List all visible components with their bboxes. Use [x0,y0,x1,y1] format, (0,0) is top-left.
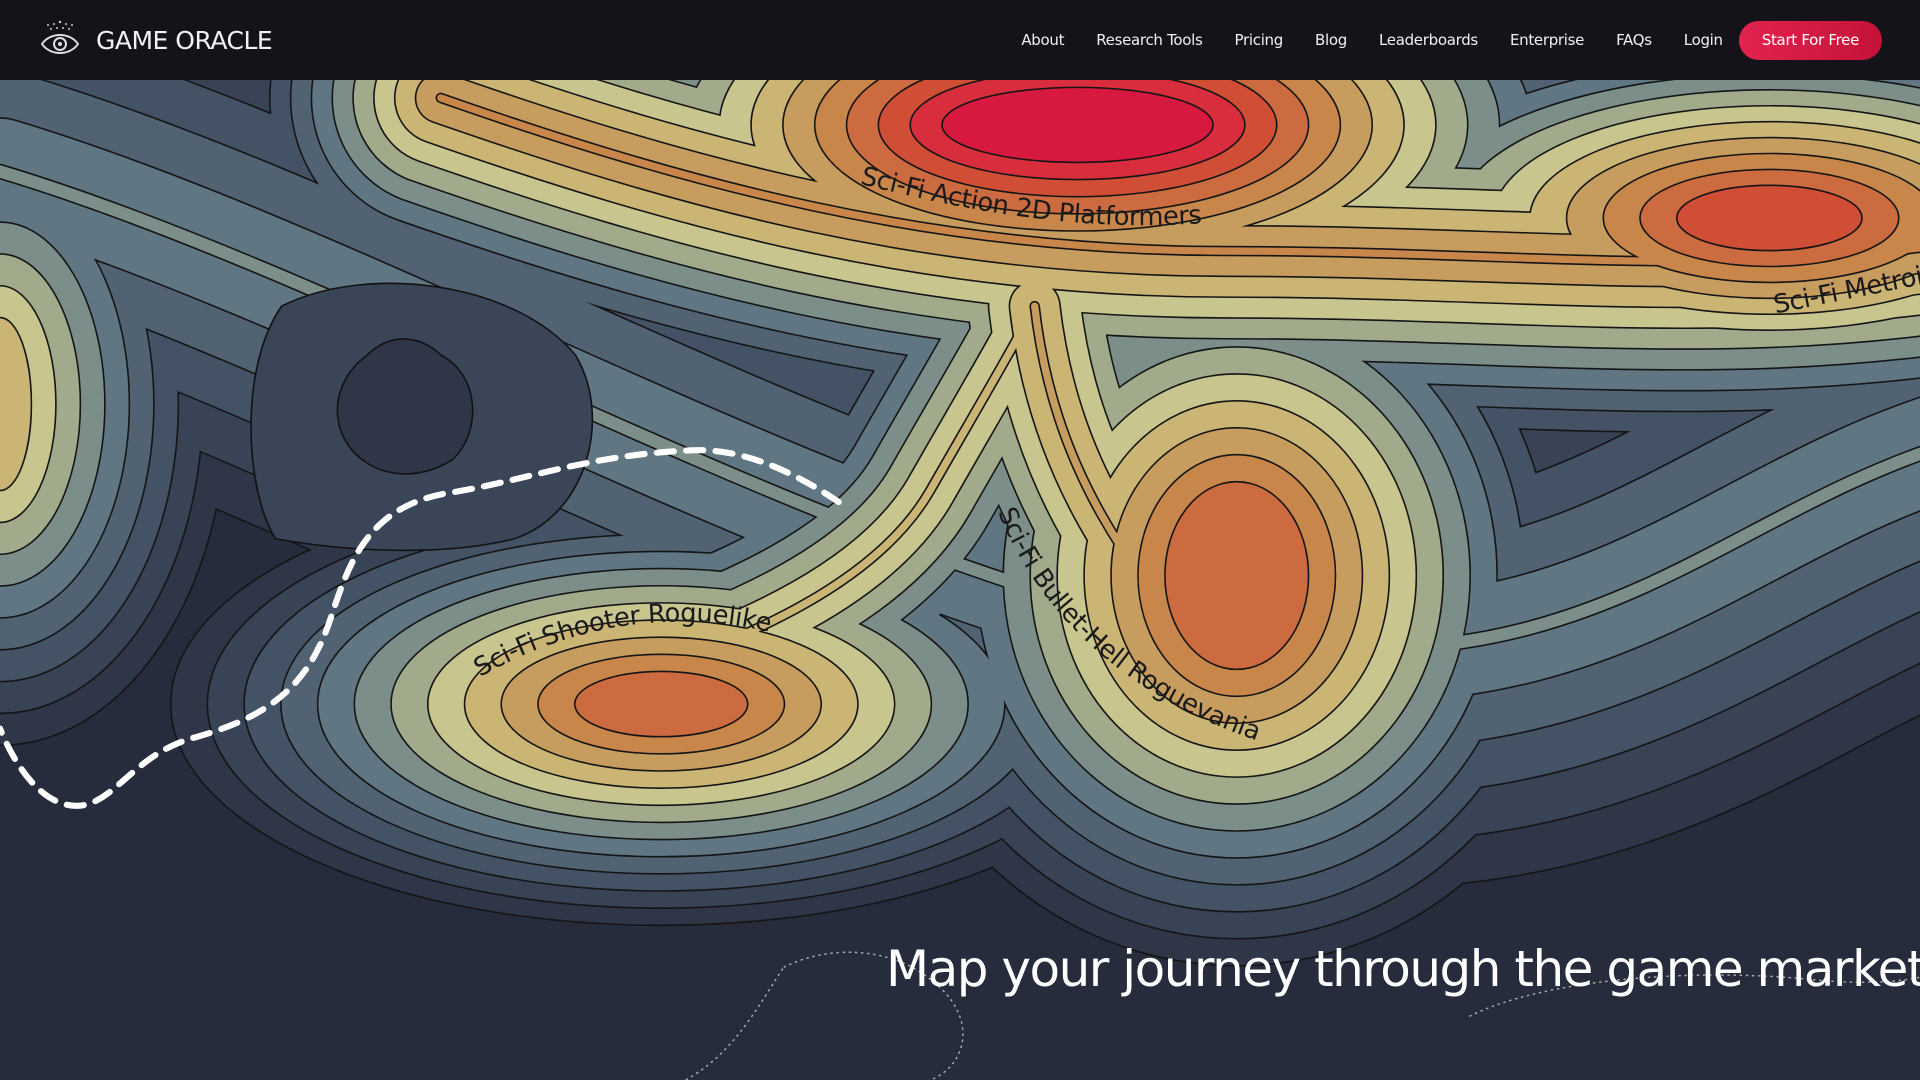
brand-logo[interactable]: GAME ORACLE [38,18,273,62]
nav-faqs[interactable]: FAQs [1616,31,1652,49]
contour-band [1677,186,1862,250]
nav-leaderboards[interactable]: Leaderboards [1378,31,1478,49]
nav-pricing[interactable]: Pricing [1234,31,1284,49]
nav-blog[interactable]: Blog [1315,31,1347,49]
journey-dashed-path [0,447,842,809]
dotted-region-outline [685,951,1920,1080]
hero-headline: Map your journey through the game market [886,940,1920,998]
contour-depression [250,282,594,552]
start-for-free-button[interactable]: Start For Free [1738,20,1882,60]
contour-band [0,318,31,490]
brand-name: GAME ORACLE [96,25,273,55]
top-nav: GAME ORACLE About Research Tools Pricing… [0,0,1920,80]
contour-band [1165,482,1308,669]
eye-icon [40,20,80,54]
nav-enterprise[interactable]: Enterprise [1509,31,1585,49]
nav-menu: About Research Tools Pricing Blog Leader… [989,0,1882,80]
contour-band [336,338,474,475]
nav-about[interactable]: About [1021,31,1065,49]
contour-band [942,88,1213,162]
contour-band [575,672,747,736]
nav-login[interactable]: Login [1683,31,1723,49]
nav-research-tools[interactable]: Research Tools [1096,31,1203,49]
